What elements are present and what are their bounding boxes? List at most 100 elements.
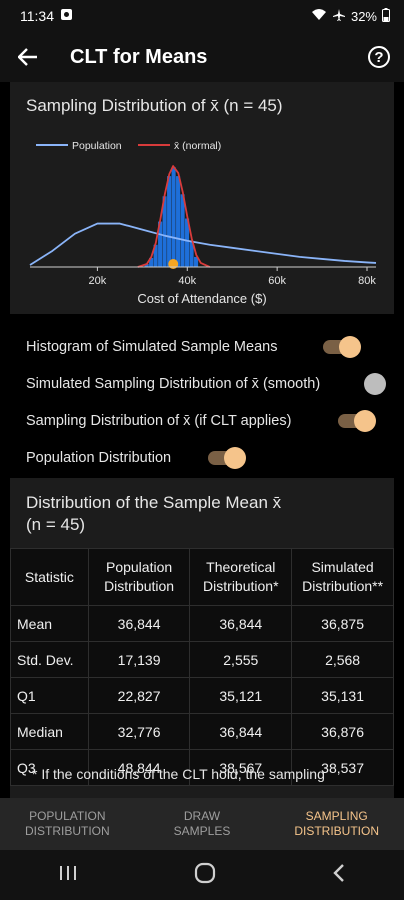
population-curve [29,222,377,266]
table-row: Q3 48,844 38,567 38,537 [10,749,394,786]
cell-population: 48,844 [87,749,191,786]
status-bar: 11:34 32% [0,0,404,32]
table-row: Median 32,776 36,844 36,876 [10,713,394,750]
row-label: Q3 [10,749,89,786]
x-tick-label: 80k [358,275,376,287]
legend-xbar-label: x̄ (normal) [174,140,221,152]
histogram-bar [153,244,158,267]
xbar-normal-curve [137,165,211,268]
recent-apps-icon[interactable] [58,864,78,887]
cell-simulated: 38,537 [291,749,394,786]
toggle-row-smooth[interactable]: Simulated Sampling Distribution of x̄ (s… [26,365,386,402]
tab-draw-samples[interactable]: DRAW SAMPLES [173,809,231,838]
help-icon[interactable]: ? [368,46,390,68]
tab-population-distribution[interactable]: POPULATION DISTRIBUTION [25,809,110,838]
row-label: Mean [10,605,89,642]
system-navigation-bar [0,850,404,900]
switch-knob [339,336,361,358]
table-footnote: * If the conditions of the CLT hold, the… [32,766,325,782]
home-icon[interactable] [194,862,216,889]
histogram-bar [180,194,185,267]
chart-legend: Population x̄ (normal) [36,140,221,152]
x-ticks: 20k 40k 60k 80k [89,267,376,287]
toggle-row-population[interactable]: Population Distribution [26,439,386,476]
x-tick-label: 20k [89,275,107,287]
header-theoretical: Theoretical Distribution* [189,548,293,606]
notification-icon [60,8,73,24]
row-label: Std. Dev. [10,641,89,678]
table-row: Q1 22,827 35,121 35,131 [10,677,394,714]
toggle-label-smooth: Simulated Sampling Distribution of x̄ (s… [26,375,321,392]
toggle-row-clt[interactable]: Sampling Distribution of x̄ (if CLT appl… [26,402,386,439]
toggle-clt-switch[interactable] [338,410,376,432]
histogram-bar [167,176,172,267]
histogram-bar [144,263,149,267]
table-row: Std. Dev. 17,139 2,555 2,568 [10,641,394,678]
cell-simulated: 36,875 [291,605,394,642]
table-title-line2: (n = 45) [26,515,86,534]
cell-theoretical: 36,844 [189,605,293,642]
histogram-bar [189,240,194,267]
histogram-bar [171,167,176,267]
status-time: 11:34 [20,8,54,24]
histogram-bar [185,218,190,267]
histogram-bar [162,196,167,267]
statistics-table: Statistic Population Distribution Theoret… [10,548,394,786]
table-title-line1: Distribution of the Sample Mean x̄ [26,493,282,512]
main-content[interactable]: Sampling Distribution of x̄ (n = 45) Pop… [0,82,404,798]
cell-theoretical: 35,121 [189,677,293,714]
header-simulated: Simulated Distribution** [291,548,394,606]
row-label: Median [10,713,89,750]
back-icon[interactable] [332,863,346,888]
cell-population: 17,139 [87,641,191,678]
cell-population: 22,827 [87,677,191,714]
cell-simulated: 2,568 [291,641,394,678]
back-arrow-icon[interactable] [16,45,40,69]
statistics-card: Distribution of the Sample Mean x̄ (n = … [10,478,394,798]
cell-simulated: 36,876 [291,713,394,750]
app-bar: CLT for Means ? [0,32,404,82]
row-label: Q1 [10,677,89,714]
tab-sampling-distribution[interactable]: SAMPLING DISTRIBUTION [294,809,380,838]
battery-percent: 32% [350,8,377,24]
switch-knob [354,410,376,432]
page-title: CLT for Means [70,45,208,68]
cell-simulated: 35,131 [291,677,394,714]
histogram-bar [176,176,181,267]
cell-population: 36,844 [87,605,191,642]
chart-title: Sampling Distribution of x̄ (n = 45) [26,96,283,115]
bottom-navigation: POPULATION DISTRIBUTION DRAW SAMPLES SAMPL… [0,798,404,850]
toggle-label-histogram: Histogram of Simulated Sample Means [26,338,278,355]
toggle-row-histogram[interactable]: Histogram of Simulated Sample Means [26,328,386,365]
toggle-histogram-switch[interactable] [323,336,361,358]
battery-icon [382,7,390,25]
histogram-bar [149,257,154,267]
toggle-population-switch[interactable] [208,447,246,469]
airplane-icon [332,8,346,25]
toggle-label-population: Population Distribution [26,449,172,466]
sampling-distribution-chart: Population x̄ (normal) 20k 40k 60k 80k Cost… [29,140,377,306]
chart-card: Sampling Distribution of x̄ (n = 45) Pop… [10,82,394,314]
table-header-row: Statistic Population Distribution Theoret… [10,548,394,606]
cell-population: 32,776 [87,713,191,750]
x-tick-label: 40k [178,275,196,287]
table-row: Mean 36,844 36,844 36,875 [10,605,394,642]
histogram-bar [158,221,163,267]
plot-area [29,165,377,269]
wifi-icon [311,8,327,24]
cell-theoretical: 2,555 [189,641,293,678]
x-axis-label: Cost of Attendance ($) [137,291,266,306]
table-title: Distribution of the Sample Mean x̄ (n = … [10,478,394,536]
toggle-list: Histogram of Simulated Sample Means Simu… [26,328,386,476]
cell-theoretical: 36,844 [189,713,293,750]
toggle-smooth-switch[interactable] [356,373,390,395]
header-statistic: Statistic [10,548,89,606]
cell-theoretical: 38,567 [189,749,293,786]
histogram-bar [194,256,199,267]
switch-knob [364,373,386,395]
switch-knob [224,447,246,469]
legend-population-label: Population [72,140,122,152]
x-tick-label: 60k [268,275,286,287]
toggle-label-clt: Sampling Distribution of x̄ (if CLT appl… [26,412,292,429]
header-population: Population Distribution [87,548,191,606]
